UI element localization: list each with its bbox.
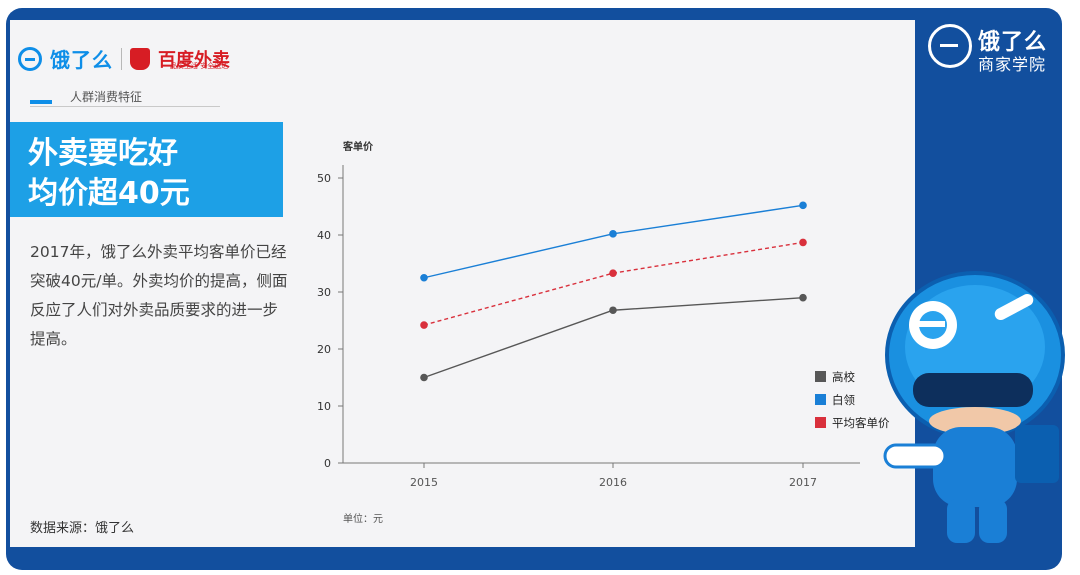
eleme-brand-icon xyxy=(928,24,972,68)
partner-logos: 饿了么 百度外卖 xyxy=(18,44,230,73)
mascot-illustration xyxy=(883,271,1065,543)
legend-label-1: 白领 xyxy=(832,393,855,407)
headline-box: 外卖要吃好 均价超40元 xyxy=(10,122,283,217)
y-tick-label: 50 xyxy=(317,172,331,185)
headline-line-2: 均价超40元 xyxy=(28,176,190,211)
headline-line-1: 外卖要吃好 xyxy=(28,136,178,171)
y-tick-label: 20 xyxy=(317,343,331,356)
y-axis-label: 客单价 xyxy=(342,140,374,153)
data-point-0-0 xyxy=(420,373,428,382)
y-tick-label: 40 xyxy=(317,229,331,242)
y-tick-label: 0 xyxy=(324,457,331,470)
data-point-1-2 xyxy=(799,201,807,210)
data-point-1-1 xyxy=(609,230,617,238)
baidu-waimai-tagline: 品质生活 安全送达 xyxy=(170,62,229,70)
x-tick-label: 2015 xyxy=(410,476,438,489)
brand-main-text: 饿了么 xyxy=(978,30,1048,55)
data-point-1-0 xyxy=(420,273,428,282)
section-label: 人群消费特征 xyxy=(70,90,143,104)
series-line-2 xyxy=(423,241,804,326)
legend-label-2: 平均客单价 xyxy=(832,416,890,430)
data-source: 数据来源：饿了么 xyxy=(30,521,135,536)
legend-label-0: 高校 xyxy=(832,370,855,384)
data-point-2-1 xyxy=(609,269,617,277)
section-tag: 人群消费特征 xyxy=(30,88,220,107)
data-point-0-1 xyxy=(609,306,617,315)
brand-sub-text: 商家学院 xyxy=(978,55,1047,74)
x-tick-label: 2017 xyxy=(789,476,817,489)
series-line-1 xyxy=(423,204,804,279)
eleme-logo-icon xyxy=(18,46,42,71)
content-panel xyxy=(10,20,915,547)
legend-swatch-1 xyxy=(815,394,826,405)
unit-note: 单位：元 xyxy=(343,512,383,525)
data-point-2-0 xyxy=(420,321,428,329)
baidu-waimai-logo-text: 百度外卖 xyxy=(158,49,230,71)
data-point-2-2 xyxy=(799,238,807,247)
x-tick-label: 2016 xyxy=(599,476,627,489)
legend-swatch-0 xyxy=(815,371,826,382)
legend-swatch-2 xyxy=(815,417,826,428)
section-accent-bar xyxy=(30,100,52,104)
description-text: 2017年，饿了么外卖平均客单价已经突破40元/单。外卖均价的提高，侧面反应了人… xyxy=(30,243,288,348)
y-tick-label: 30 xyxy=(317,286,331,299)
eleme-academy-brand: 饿了么 商家学院 xyxy=(928,24,1058,74)
baidu-waimai-logo-icon xyxy=(130,47,150,70)
data-point-0-2 xyxy=(799,293,807,302)
headline: 外卖要吃好 均价超40元 xyxy=(28,134,190,214)
logo-divider xyxy=(121,47,122,70)
eleme-logo-text: 饿了么 xyxy=(50,48,113,72)
y-tick-label: 10 xyxy=(317,400,331,413)
